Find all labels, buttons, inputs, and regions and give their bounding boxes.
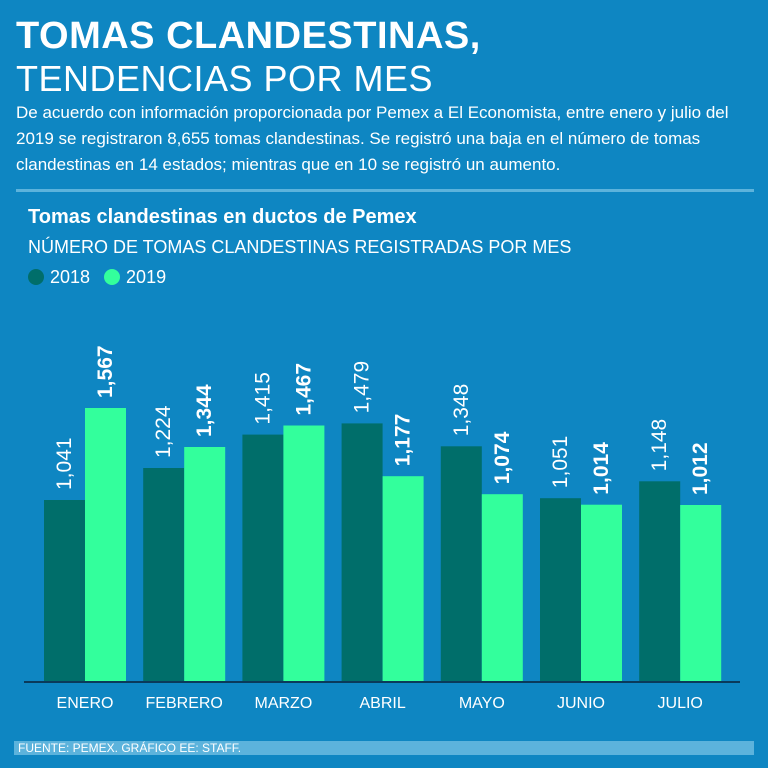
value-label-2019-mayo: 1,074 [491, 431, 514, 484]
bar-2019-julio [680, 505, 722, 682]
bar-2018-julio [639, 481, 681, 682]
bar-2018-abril [341, 423, 383, 682]
chart-subtitle: NÚMERO DE TOMAS CLANDESTINAS REGISTRADAS… [28, 237, 572, 257]
value-label-2019-marzo: 1,467 [292, 363, 315, 416]
category-label-marzo: MARZO [255, 695, 313, 712]
bar-2019-febrero [184, 447, 226, 682]
source-note: FUENTE: PEMEX. GRÁFICO EE: STAFF. [14, 741, 754, 755]
category-label-junio: JUNIO [557, 695, 605, 712]
value-label-2019-enero: 1,567 [94, 345, 117, 398]
value-label-2018-julio: 1,148 [648, 419, 671, 472]
chart-title: Tomas clandestinas en ductos de Pemex [28, 206, 417, 228]
legend-label-2018: 2018 [50, 267, 91, 287]
legend-label-2019: 2019 [126, 267, 167, 287]
bar-2018-febrero [143, 468, 185, 682]
value-label-2019-junio: 1,014 [590, 442, 613, 495]
intro-paragraph: De acuerdo con información proporcionada… [16, 103, 729, 174]
legend-item-2018: 2018 [28, 264, 90, 290]
bar-2019-abril [382, 476, 424, 682]
value-label-2019-febrero: 1,344 [193, 384, 216, 437]
category-label-febrero: FEBRERO [146, 695, 223, 712]
legend-item-2019: 2019 [104, 264, 166, 290]
value-label-2018-febrero: 1,224 [152, 405, 175, 458]
category-label-enero: ENERO [57, 695, 114, 712]
value-label-2018-junio: 1,051 [549, 436, 572, 489]
value-label-2019-abril: 1,177 [392, 414, 415, 467]
legend-swatch-2019 [104, 269, 121, 285]
bar-2018-enero [44, 500, 85, 682]
divider [16, 189, 754, 192]
bar-2018-junio [540, 498, 581, 682]
category-label-abril: ABRIL [359, 695, 405, 712]
value-label-2019-julio: 1,012 [689, 442, 712, 495]
bar-2018-marzo [242, 434, 284, 682]
legend-swatch-2018 [28, 269, 44, 285]
bar-2019-enero [85, 408, 126, 682]
value-label-2018-mayo: 1,348 [450, 384, 473, 437]
chart-legend: 2018 2019 [28, 264, 180, 290]
page-subtitle: TENDENCIAS POR MES [16, 58, 434, 99]
category-label-mayo: MAYO [459, 695, 505, 712]
bar-2019-mayo [481, 494, 523, 682]
page-title: TOMAS CLANDESTINAS, [16, 15, 481, 57]
bar-2019-marzo [283, 425, 325, 682]
value-label-2018-abril: 1,479 [351, 361, 374, 414]
bar-2019-junio [581, 504, 622, 682]
value-label-2018-marzo: 1,415 [251, 372, 274, 425]
category-label-julio: JULIO [658, 695, 703, 712]
bar-2018-mayo [440, 446, 482, 682]
value-label-2018-enero: 1,041 [53, 437, 76, 490]
